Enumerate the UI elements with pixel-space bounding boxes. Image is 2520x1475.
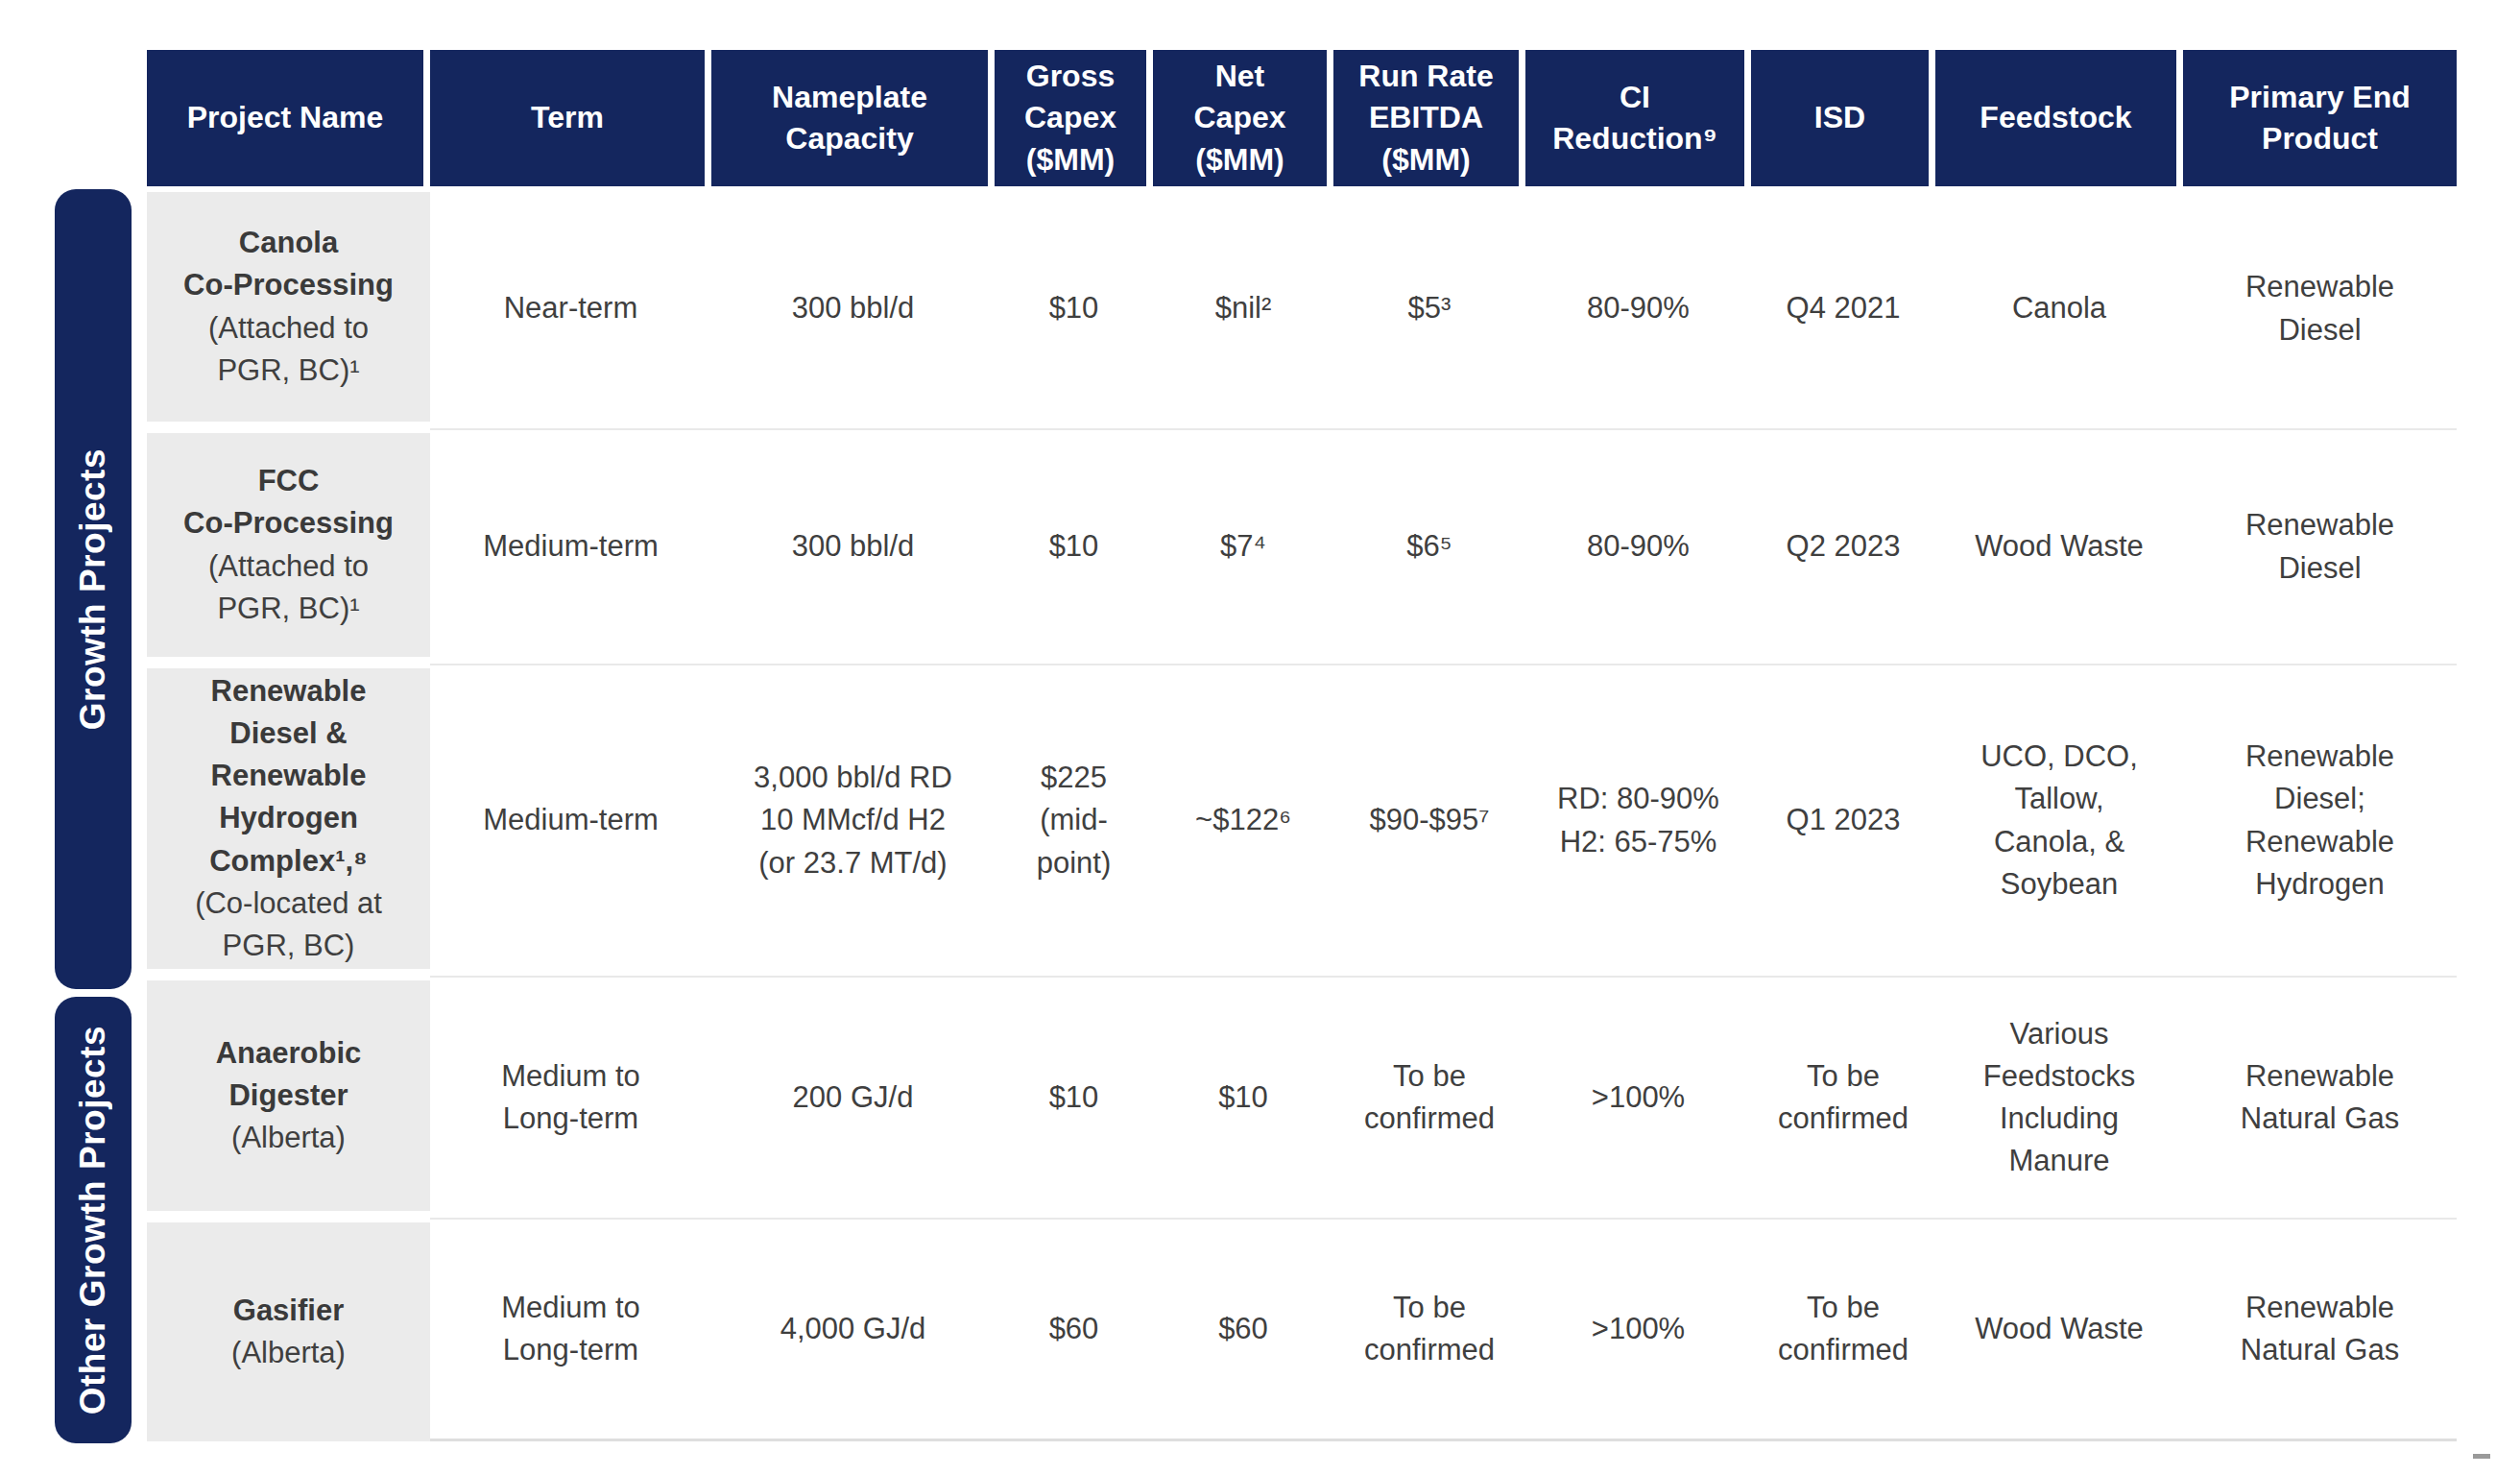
cell-net-capex: $10 [1153,978,1333,1220]
project-name: Canola Co-Processing [183,222,394,306]
growth-projects-table: Project Name Term Nameplate Capacity Gro… [147,50,2457,1441]
column-header-primary-end-product: Primary End Product [2183,50,2457,189]
column-header-run-rate-ebitda: Run Rate EBITDA ($MM) [1333,50,1525,189]
cell-term: Medium-term [430,665,711,978]
cell-ci-reduction: 80-90% [1525,189,1751,430]
cell-run-rate-ebitda: $90-$95⁷ [1333,665,1525,978]
cell-primary-end-product: Renewable Diesel [2183,430,2457,665]
cell-isd: To be confirmed [1751,1220,1935,1441]
cell-ci-reduction: >100% [1525,1220,1751,1441]
cell-ci-reduction: RD: 80-90% H2: 65-75% [1525,665,1751,978]
project-location: (Alberta) [231,1117,346,1159]
project-location: (Alberta) [231,1332,346,1374]
cell-nameplate-capacity: 300 bbl/d [711,430,995,665]
cell-feedstock: Various Feedstocks Including Manure [1935,978,2183,1220]
cell-term: Medium to Long-term [430,978,711,1220]
column-header-term: Term [430,50,711,189]
cell-net-capex: $60 [1153,1220,1333,1441]
cell-term: Near-term [430,189,711,430]
cell-run-rate-ebitda: $6⁵ [1333,430,1525,665]
cell-primary-end-product: Renewable Natural Gas [2183,1220,2457,1441]
cell-isd: Q1 2023 [1751,665,1935,978]
cell-gross-capex: $10 [995,978,1153,1220]
column-header-net-capex: Net Capex ($MM) [1153,50,1333,189]
project-location: (Co-located at PGR, BC) [195,883,382,967]
cell-isd: To be confirmed [1751,978,1935,1220]
cell-feedstock: Canola [1935,189,2183,430]
cell-net-capex: $7⁴ [1153,430,1333,665]
cell-feedstock: Wood Waste [1935,1220,2183,1441]
row-group-label-text: Other Growth Projects [73,1026,113,1415]
column-header-gross-capex: Gross Capex ($MM) [995,50,1153,189]
cell-net-capex: $nil² [1153,189,1333,430]
cell-term: Medium to Long-term [430,1220,711,1441]
cell-feedstock: UCO, DCO, Tallow, Canola, & Soybean [1935,665,2183,978]
cell-gross-capex: $10 [995,189,1153,430]
cell-project-name: Gasifier (Alberta) [147,1220,430,1441]
bottom-right-dash [2473,1454,2490,1459]
cell-nameplate-capacity: 300 bbl/d [711,189,995,430]
row-group-label-other-growth-projects: Other Growth Projects [55,997,132,1443]
cell-primary-end-product: Renewable Natural Gas [2183,978,2457,1220]
column-header-isd: ISD [1751,50,1935,189]
cell-nameplate-capacity: 200 GJ/d [711,978,995,1220]
cell-project-name: FCC Co-Processing (Attached to PGR, BC)¹ [147,430,430,665]
cell-ci-reduction: 80-90% [1525,430,1751,665]
cell-net-capex: ~$122⁶ [1153,665,1333,978]
project-location: (Attached to PGR, BC)¹ [208,545,369,630]
cell-gross-capex: $225 (mid- point) [995,665,1153,978]
cell-primary-end-product: Renewable Diesel [2183,189,2457,430]
slide-page: Growth Projects Other Growth Projects Pr… [0,0,2520,1475]
cell-gross-capex: $10 [995,430,1153,665]
cell-project-name: Renewable Diesel & Renewable Hydrogen Co… [147,665,430,978]
row-group-label-growth-projects: Growth Projects [55,189,132,989]
project-name: Anaerobic Digester [216,1032,362,1117]
cell-ci-reduction: >100% [1525,978,1751,1220]
cell-isd: Q4 2021 [1751,189,1935,430]
cell-term: Medium-term [430,430,711,665]
cell-run-rate-ebitda: $5³ [1333,189,1525,430]
cell-gross-capex: $60 [995,1220,1153,1441]
cell-nameplate-capacity: 3,000 bbl/d RD 10 MMcf/d H2 (or 23.7 MT/… [711,665,995,978]
cell-isd: Q2 2023 [1751,430,1935,665]
project-name: FCC Co-Processing [183,460,394,544]
cell-project-name: Anaerobic Digester (Alberta) [147,978,430,1220]
project-name: Gasifier [233,1290,344,1332]
cell-project-name: Canola Co-Processing (Attached to PGR, B… [147,189,430,430]
row-group-label-text: Growth Projects [73,448,113,730]
cell-run-rate-ebitda: To be confirmed [1333,978,1525,1220]
column-header-nameplate-capacity: Nameplate Capacity [711,50,995,189]
cell-feedstock: Wood Waste [1935,430,2183,665]
project-name: Renewable Diesel & Renewable Hydrogen Co… [209,670,368,882]
cell-run-rate-ebitda: To be confirmed [1333,1220,1525,1441]
column-header-project-name: Project Name [147,50,430,189]
column-header-ci-reduction: CI Reduction⁹ [1525,50,1751,189]
cell-primary-end-product: Renewable Diesel; Renewable Hydrogen [2183,665,2457,978]
column-header-feedstock: Feedstock [1935,50,2183,189]
cell-nameplate-capacity: 4,000 GJ/d [711,1220,995,1441]
project-location: (Attached to PGR, BC)¹ [208,307,369,392]
